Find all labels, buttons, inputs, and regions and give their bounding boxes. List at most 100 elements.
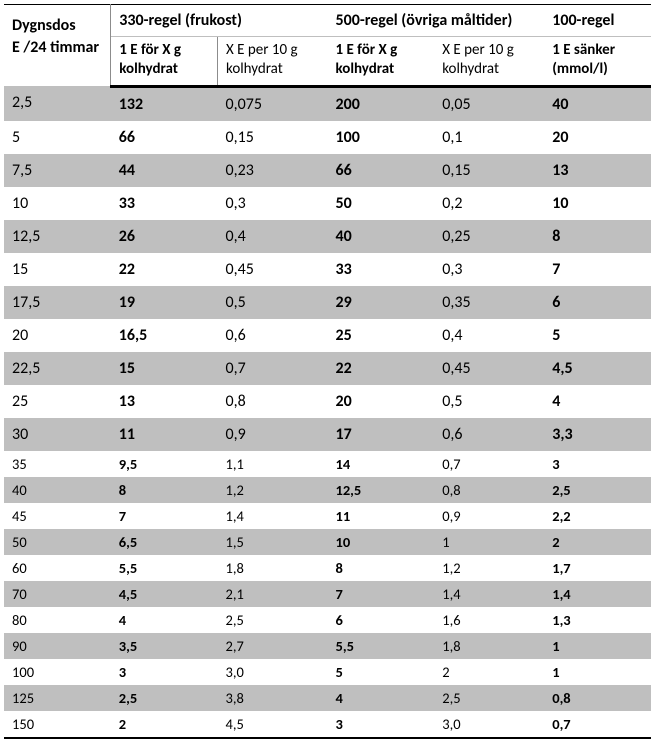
col-group-330: 330-regel (frukost) <box>111 5 328 37</box>
cell-330-xg: 44 <box>111 154 218 187</box>
cell-500-xg: 33 <box>327 253 434 286</box>
cell-100-sanker: 6 <box>544 286 651 319</box>
cell-330-xe10: 4,5 <box>218 711 328 738</box>
cell-500-xg: 12,5 <box>327 477 434 503</box>
cell-500-xg: 100 <box>327 121 434 154</box>
cell-500-xg: 50 <box>327 187 434 220</box>
cell-500-xg: 17 <box>327 418 434 451</box>
cell-500-xe10: 1,6 <box>434 607 544 633</box>
cell-330-xe10: 0,45 <box>218 253 328 286</box>
cell-330-xg: 5,5 <box>111 555 218 581</box>
table-row: 1252,53,842,50,8 <box>4 685 651 711</box>
dygnsdos-line1: Dygnsdos <box>12 15 104 37</box>
cell-500-xg: 5,5 <box>327 633 434 659</box>
cell-dygnsdos: 60 <box>4 555 111 581</box>
cell-500-xe10: 2,5 <box>434 685 544 711</box>
cell-330-xg: 4,5 <box>111 581 218 607</box>
cell-330-xe10: 0,15 <box>218 121 328 154</box>
cell-330-xg: 3,5 <box>111 633 218 659</box>
cell-100-sanker: 1 <box>544 659 651 685</box>
cell-330-xe10: 0,7 <box>218 352 328 385</box>
cell-100-sanker: 1,7 <box>544 555 651 581</box>
cell-dygnsdos: 17,5 <box>4 286 111 319</box>
cell-330-xe10: 1,2 <box>218 477 328 503</box>
cell-500-xe10: 1 <box>434 529 544 555</box>
cell-500-xe10: 0,6 <box>434 418 544 451</box>
cell-dygnsdos: 12,5 <box>4 220 111 253</box>
dygnsdos-line2: E /24 timmar <box>12 37 104 59</box>
cell-500-xe10: 0,3 <box>434 253 544 286</box>
table-row: 2016,50,6250,45 <box>4 319 651 352</box>
cell-dygnsdos: 80 <box>4 607 111 633</box>
cell-330-xg: 26 <box>111 220 218 253</box>
cell-330-xe10: 0,9 <box>218 418 328 451</box>
cell-500-xg: 66 <box>327 154 434 187</box>
cell-500-xg: 8 <box>327 555 434 581</box>
cell-500-xg: 22 <box>327 352 434 385</box>
cell-dygnsdos: 40 <box>4 477 111 503</box>
cell-100-sanker: 4 <box>544 385 651 418</box>
cell-500-xe10: 0,4 <box>434 319 544 352</box>
cell-500-xe10: 1,8 <box>434 633 544 659</box>
col-group-500: 500-regel (övriga måltider) <box>327 5 544 37</box>
cell-330-xe10: 1,1 <box>218 451 328 477</box>
cell-500-xg: 20 <box>327 385 434 418</box>
table-row: 10330,3500,210 <box>4 187 651 220</box>
cell-330-xg: 22 <box>111 253 218 286</box>
cell-500-xg: 4 <box>327 685 434 711</box>
table-row: 15220,45330,37 <box>4 253 651 286</box>
table-row: 12,5260,4400,258 <box>4 220 651 253</box>
cell-500-xe10: 1,4 <box>434 581 544 607</box>
col-sub-500-xe10: X E per 10 g kolhydrat <box>434 37 544 87</box>
cell-500-xg: 5 <box>327 659 434 685</box>
cell-100-sanker: 13 <box>544 154 651 187</box>
table-row: 22,5150,7220,454,5 <box>4 352 651 385</box>
cell-500-xg: 200 <box>327 86 434 121</box>
cell-330-xe10: 0,075 <box>218 86 328 121</box>
cell-dygnsdos: 25 <box>4 385 111 418</box>
cell-500-xg: 7 <box>327 581 434 607</box>
cell-330-xg: 6,5 <box>111 529 218 555</box>
cell-330-xe10: 1,5 <box>218 529 328 555</box>
cell-100-sanker: 2,5 <box>544 477 651 503</box>
cell-100-sanker: 10 <box>544 187 651 220</box>
col-sub-330-xg: 1 E för X g kolhydrat <box>111 37 218 87</box>
cell-100-sanker: 2 <box>544 529 651 555</box>
cell-100-sanker: 2,2 <box>544 503 651 529</box>
cell-330-xe10: 3,0 <box>218 659 328 685</box>
cell-100-sanker: 1,3 <box>544 607 651 633</box>
cell-500-xe10: 0,15 <box>434 154 544 187</box>
cell-330-xg: 16,5 <box>111 319 218 352</box>
table-row: 30110,9170,63,3 <box>4 418 651 451</box>
cell-500-xe10: 0,1 <box>434 121 544 154</box>
col-sub-500-xg: 1 E för X g kolhydrat <box>327 37 434 87</box>
cell-dygnsdos: 20 <box>4 319 111 352</box>
cell-100-sanker: 0,7 <box>544 711 651 738</box>
cell-500-xe10: 0,25 <box>434 220 544 253</box>
cell-330-xg: 33 <box>111 187 218 220</box>
cell-500-xe10: 0,9 <box>434 503 544 529</box>
cell-dygnsdos: 90 <box>4 633 111 659</box>
table-row: 605,51,881,21,7 <box>4 555 651 581</box>
cell-500-xg: 11 <box>327 503 434 529</box>
cell-330-xe10: 2,1 <box>218 581 328 607</box>
cell-500-xe10: 1,2 <box>434 555 544 581</box>
cell-500-xe10: 0,35 <box>434 286 544 319</box>
cell-dygnsdos: 150 <box>4 711 111 738</box>
table-header: Dygnsdos E /24 timmar 330-regel (frukost… <box>4 5 651 87</box>
table-row: 7,5440,23660,1513 <box>4 154 651 187</box>
table-row: 506,51,51012 <box>4 529 651 555</box>
cell-500-xe10: 0,45 <box>434 352 544 385</box>
cell-dygnsdos: 5 <box>4 121 111 154</box>
cell-500-xg: 29 <box>327 286 434 319</box>
cell-dygnsdos: 50 <box>4 529 111 555</box>
cell-dygnsdos: 7,5 <box>4 154 111 187</box>
table-row: 359,51,1140,73 <box>4 451 651 477</box>
cell-330-xg: 7 <box>111 503 218 529</box>
cell-500-xg: 6 <box>327 607 434 633</box>
table-row: 903,52,75,51,81 <box>4 633 651 659</box>
cell-500-xe10: 0,2 <box>434 187 544 220</box>
cell-dygnsdos: 15 <box>4 253 111 286</box>
cell-dygnsdos: 100 <box>4 659 111 685</box>
table-row: 704,52,171,41,4 <box>4 581 651 607</box>
